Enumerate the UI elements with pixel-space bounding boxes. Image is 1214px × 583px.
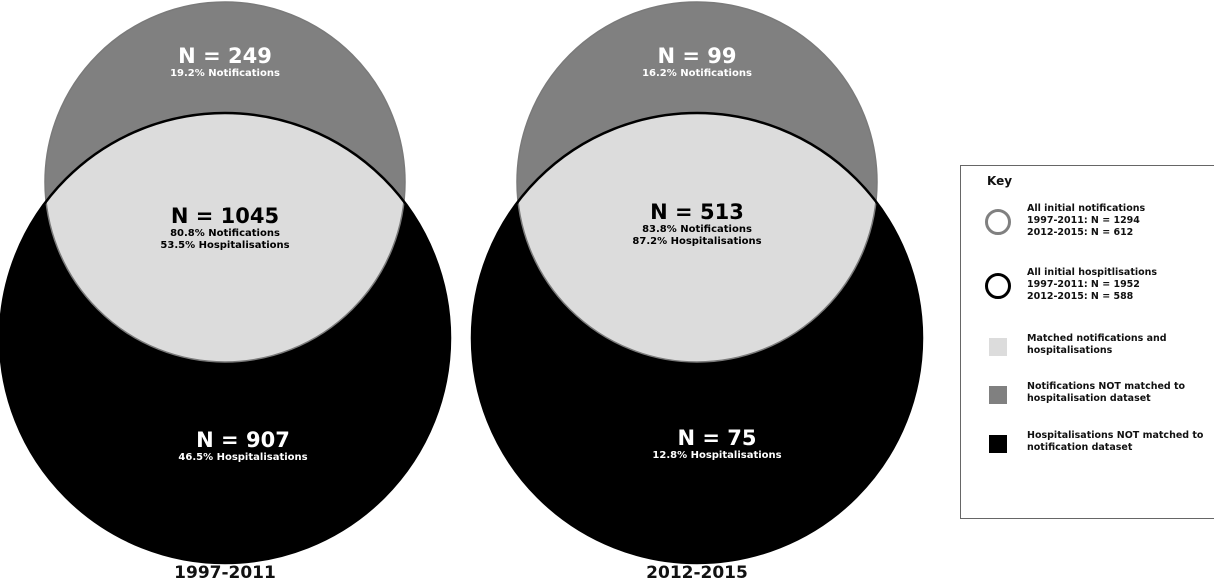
top-percent: 19.2% Notifications — [170, 68, 280, 79]
top-count: N = 99 — [657, 44, 737, 68]
top-count: N = 249 — [178, 44, 272, 68]
top-percent: 16.2% Notifications — [642, 68, 752, 79]
overlap-count: N = 513 — [650, 200, 744, 224]
legend-item-label: Matched notifications and hospitalisatio… — [1027, 333, 1167, 356]
black-ring-icon — [985, 273, 1011, 299]
venn-2012-2015 — [470, 1, 924, 565]
legend-item-label: All initial hospitlisations 1997-2011: N… — [1027, 267, 1158, 302]
legend-item-label: Hospitalisations NOT matched to notifica… — [1027, 430, 1204, 453]
venn-1997-2011 — [0, 1, 452, 565]
light-grey-square-icon — [989, 338, 1007, 356]
overlap-percent-hospitalisations: 53.5% Hospitalisations — [160, 240, 290, 251]
matched-region-2012-2015 — [517, 113, 877, 362]
bottom-percent: 46.5% Hospitalisations — [178, 452, 308, 463]
grey-square-icon — [989, 386, 1007, 404]
bottom-percent: 12.8% Hospitalisations — [652, 450, 782, 461]
bottom-count: N = 907 — [196, 428, 290, 452]
overlap-region-label-2012-2015: N = 513 83.8% Notifications 87.2% Hospit… — [632, 200, 761, 248]
bottom-count: N = 75 — [677, 426, 757, 450]
overlap-percent-notifications: 83.8% Notifications — [642, 224, 752, 235]
legend-title: Key — [987, 174, 1013, 188]
bottom-region-label-1997-2011: N = 907 46.5% Hospitalisations — [178, 428, 307, 464]
legend-item-label: All initial notifications 1997-2011: N =… — [1027, 203, 1146, 238]
overlap-percent-hospitalisations: 87.2% Hospitalisations — [632, 236, 762, 247]
black-square-icon — [989, 435, 1007, 453]
matched-region-1997-2011 — [45, 113, 405, 362]
legend-item-label: Notifications NOT matched to hospitalisa… — [1027, 381, 1186, 404]
overlap-region-label-1997-2011: N = 1045 80.8% Notifications 53.5% Hospi… — [160, 204, 289, 252]
overlap-count: N = 1045 — [170, 204, 280, 228]
grey-ring-icon — [985, 209, 1011, 235]
period-label-1997-2011: 1997-2011 — [174, 563, 276, 583]
period-label-2012-2015: 2012-2015 — [646, 563, 748, 583]
top-region-label-2012-2015: N = 99 16.2% Notifications — [642, 44, 752, 80]
legend-key: Key All initial notifications 1997-2011:… — [960, 165, 1214, 519]
overlap-percent-notifications: 80.8% Notifications — [170, 228, 280, 239]
bottom-region-label-2012-2015: N = 75 12.8% Hospitalisations — [652, 426, 781, 462]
top-region-label-1997-2011: N = 249 19.2% Notifications — [170, 44, 280, 80]
